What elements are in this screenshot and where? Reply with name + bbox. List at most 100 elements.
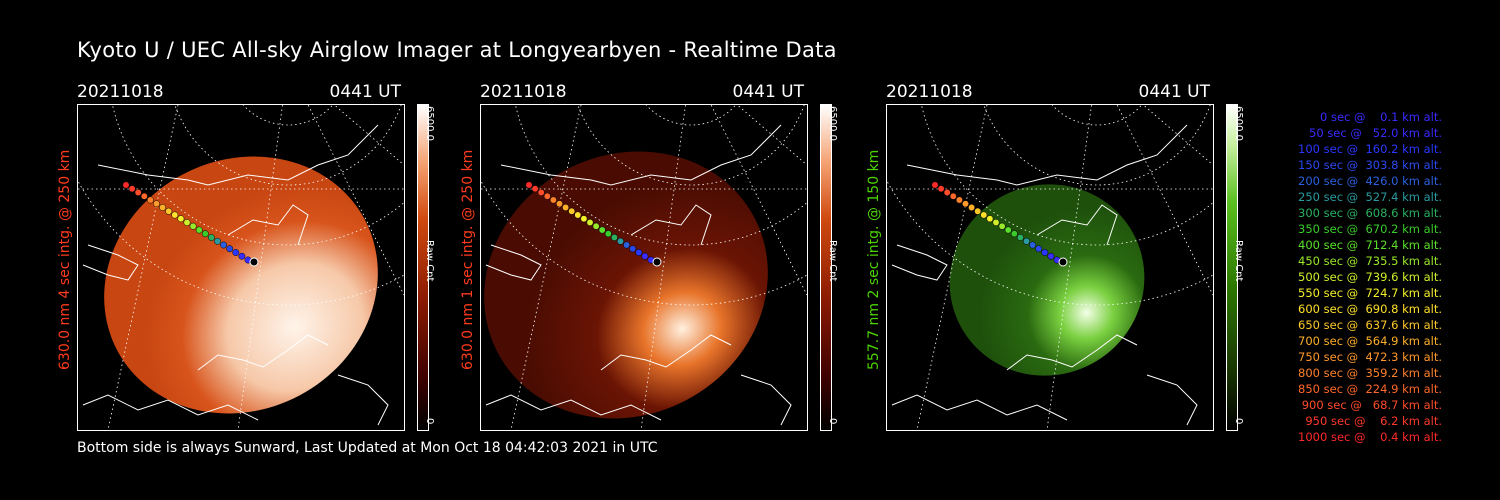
legend-row: 1000 sec @ 0.4 km alt. — [1298, 430, 1442, 444]
legend-row: 600 sec @ 690.8 km alt. — [1298, 302, 1442, 316]
trajectory-point — [134, 189, 142, 196]
trajectory-point — [153, 200, 160, 208]
legend-row: 850 sec @ 224.9 km alt. — [1298, 382, 1442, 396]
colorbar — [1226, 104, 1238, 431]
trajectory-point — [543, 192, 551, 200]
trajectory-point — [226, 245, 234, 253]
trajectory-point — [980, 211, 988, 219]
trajectory-point — [568, 207, 576, 215]
trajectory-point — [955, 196, 963, 204]
trajectory-point — [974, 207, 982, 215]
trajectory-point — [992, 219, 1000, 226]
trajectory-point — [937, 185, 945, 193]
trajectory-point — [949, 192, 957, 200]
colorbar-max-label: 6500.0 — [424, 106, 435, 141]
trajectory-point — [629, 245, 637, 253]
trajectory-point — [617, 237, 624, 245]
legend-row: 900 sec @ 68.7 km alt. — [1301, 398, 1442, 412]
airglow-disc — [484, 151, 768, 419]
legend-row: 500 sec @ 739.6 km alt. — [1298, 270, 1442, 284]
panel-date: 20211018 — [480, 82, 567, 102]
trajectory-point — [1016, 234, 1024, 241]
trajectory-point — [549, 196, 557, 204]
legend-row: 0 sec @ 0.1 km alt. — [1319, 110, 1442, 124]
legend-row: 350 sec @ 670.2 km alt. — [1298, 222, 1442, 236]
panel-time: 0441 UT — [329, 82, 402, 102]
allsky-image — [480, 104, 808, 431]
map-svg — [887, 105, 1213, 430]
trajectory-point — [623, 241, 631, 249]
panel-date: 20211018 — [77, 82, 164, 102]
trajectory-point — [140, 192, 148, 200]
trajectory-point — [232, 249, 240, 256]
legend-row: 750 sec @ 472.3 km alt. — [1298, 350, 1442, 364]
colorbar-unit-label: Raw Cnt — [424, 240, 435, 282]
trajectory-point — [1010, 230, 1018, 238]
trajectory-point — [1004, 226, 1012, 234]
trajectory-point — [998, 222, 1006, 230]
page-title: Kyoto U / UEC All-sky Airglow Imager at … — [77, 38, 837, 62]
trajectory-point — [165, 207, 173, 215]
trajectory-point — [220, 241, 228, 249]
trajectory-point — [201, 230, 209, 238]
panel-time: 0441 UT — [732, 82, 805, 102]
trajectory-point — [598, 226, 606, 234]
legend-row: 50 sec @ 52.0 km alt. — [1309, 126, 1442, 140]
legend-row: 200 sec @ 426.0 km alt. — [1298, 174, 1442, 188]
trajectory-point — [968, 204, 976, 211]
trajectory-point — [214, 237, 221, 245]
panel-date: 20211018 — [886, 82, 973, 102]
colorbar-min-label: 0 — [1233, 418, 1244, 425]
trajectory-point — [580, 215, 588, 223]
trajectory-point — [562, 204, 570, 211]
trajectory-point — [189, 222, 197, 230]
trajectory-point — [195, 226, 203, 234]
legend-row: 700 sec @ 564.9 km alt. — [1298, 334, 1442, 348]
trajectory-point — [531, 185, 539, 193]
legend-row: 550 sec @ 724.7 km alt. — [1298, 286, 1442, 300]
colorbar-min-label: 0 — [827, 418, 838, 425]
trajectory-point — [122, 181, 130, 189]
colorbar-max-label: 6500.0 — [1233, 106, 1244, 141]
colorbar — [820, 104, 832, 431]
trajectory-point — [171, 211, 179, 219]
footer-note: Bottom side is always Sunward, Last Upda… — [77, 440, 658, 456]
trajectory-point — [1035, 245, 1043, 253]
trajectory-point — [635, 249, 643, 256]
panel-ylabel: 557.7 nm 2 sec intg. @ 150 km — [866, 149, 882, 370]
legend-row: 100 sec @ 160.2 km alt. — [1298, 142, 1442, 156]
trajectory-point — [943, 189, 951, 196]
panel-630-4s: 20211018 0441 UT 630.0 nm 4 sec intg. @ … — [57, 80, 441, 431]
trajectory-point — [159, 204, 167, 211]
trajectory-point — [986, 215, 994, 223]
trajectory-point — [962, 200, 969, 208]
colorbar-min-label: 0 — [424, 418, 435, 425]
colorbar — [417, 104, 429, 431]
panel-ylabel: 630.0 nm 4 sec intg. @ 250 km — [57, 149, 73, 370]
observer-marker-icon — [1058, 257, 1068, 267]
legend-row: 450 sec @ 735.5 km alt. — [1298, 254, 1442, 268]
legend-row: 400 sec @ 712.4 km alt. — [1298, 238, 1442, 252]
panel-ylabel: 630.0 nm 1 sec intg. @ 250 km — [460, 149, 476, 370]
trajectory-point — [574, 211, 582, 219]
observer-marker-icon — [652, 257, 662, 267]
legend-row: 650 sec @ 637.6 km alt. — [1298, 318, 1442, 332]
map-svg — [78, 105, 404, 430]
trajectory-point — [183, 219, 191, 226]
colorbar-unit-label: Raw Cnt — [1233, 240, 1244, 282]
allsky-image — [886, 104, 1214, 431]
legend-row: 300 sec @ 608.6 km alt. — [1298, 206, 1442, 220]
observer-marker-icon — [249, 257, 259, 267]
legend-row: 150 sec @ 303.8 km alt. — [1298, 158, 1442, 172]
trajectory-point — [604, 230, 612, 238]
trajectory-point — [1029, 241, 1037, 249]
panel-557-2s: 20211018 0441 UT 557.7 nm 2 sec intg. @ … — [866, 80, 1250, 431]
legend-row: 950 sec @ 6.2 km alt. — [1305, 414, 1442, 428]
airglow-disc — [104, 156, 378, 414]
trajectory-point — [592, 222, 600, 230]
trajectory-point — [525, 181, 533, 189]
trajectory-point — [1023, 237, 1030, 245]
trajectory-point — [1047, 252, 1055, 260]
allsky-image — [77, 104, 405, 431]
trajectory-legend: 0 sec @ 0.1 km alt. 50 sec @ 52.0 km alt.… — [1262, 110, 1442, 446]
